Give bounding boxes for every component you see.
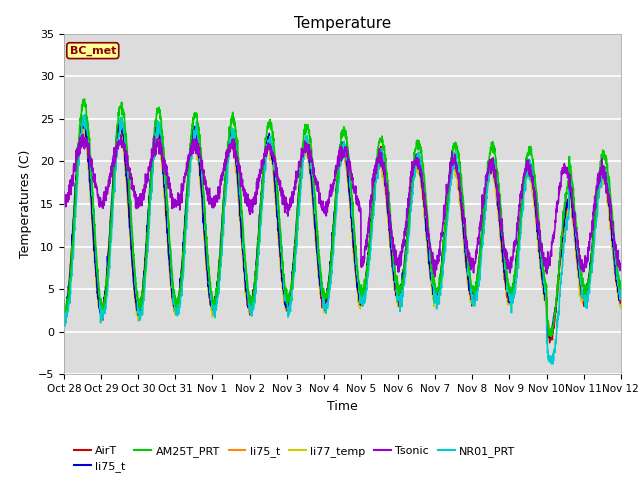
Tsonic xyxy=(371,163,379,168)
li77_temp xyxy=(617,296,625,301)
li75_t xyxy=(568,203,576,209)
li75_t xyxy=(78,119,86,125)
NR01_PRT xyxy=(617,293,625,299)
li75_t xyxy=(547,335,554,341)
X-axis label: Time: Time xyxy=(327,400,358,413)
li77_temp xyxy=(371,180,379,185)
AM25T_PRT xyxy=(359,286,367,291)
Line: NR01_PRT: NR01_PRT xyxy=(64,115,621,364)
AM25T_PRT xyxy=(371,177,379,182)
Legend: AirT, li75_t, AM25T_PRT, li75_t, li77_temp, Tsonic, NR01_PRT: AirT, li75_t, AM25T_PRT, li75_t, li77_te… xyxy=(70,441,520,477)
Tsonic xyxy=(79,132,87,137)
Tsonic xyxy=(584,257,591,263)
li77_temp xyxy=(568,210,576,216)
NR01_PRT xyxy=(584,288,591,294)
li77_temp xyxy=(359,294,367,300)
Tsonic xyxy=(60,190,68,195)
AirT xyxy=(617,296,625,302)
li77_temp xyxy=(584,286,591,291)
Line: AirT: AirT xyxy=(64,118,621,343)
Line: li75_t: li75_t xyxy=(64,116,621,338)
li77_temp xyxy=(545,337,553,343)
li75_t xyxy=(371,176,379,182)
NR01_PRT xyxy=(60,310,68,315)
li75_t xyxy=(617,295,625,300)
AM25T_PRT xyxy=(617,286,625,291)
Tsonic xyxy=(568,196,576,202)
Line: li77_temp: li77_temp xyxy=(64,123,621,340)
Line: Tsonic: Tsonic xyxy=(64,134,621,276)
AM25T_PRT xyxy=(568,178,576,184)
li75_t xyxy=(359,289,367,295)
NR01_PRT xyxy=(359,296,367,302)
Line: li75_t: li75_t xyxy=(64,122,621,341)
li75_t xyxy=(60,311,68,317)
li75_t xyxy=(545,338,553,344)
li77_temp xyxy=(504,295,512,301)
Line: AM25T_PRT: AM25T_PRT xyxy=(64,99,621,336)
li75_t xyxy=(60,310,68,316)
li75_t xyxy=(216,258,223,264)
Tsonic xyxy=(431,274,439,279)
li75_t xyxy=(371,184,379,190)
Tsonic xyxy=(359,263,367,269)
AirT xyxy=(546,340,554,346)
Tsonic xyxy=(216,194,223,200)
AirT xyxy=(568,202,576,207)
li75_t xyxy=(584,292,591,298)
AirT xyxy=(504,299,512,305)
AirT xyxy=(216,264,223,269)
li75_t xyxy=(216,254,223,260)
li75_t xyxy=(504,298,512,304)
AirT xyxy=(371,178,379,183)
Title: Temperature: Temperature xyxy=(294,16,391,31)
AirT xyxy=(60,306,68,312)
AM25T_PRT xyxy=(81,96,88,102)
AM25T_PRT xyxy=(504,282,512,288)
li75_t xyxy=(79,113,87,119)
li75_t xyxy=(568,199,576,204)
NR01_PRT xyxy=(549,361,557,367)
NR01_PRT xyxy=(504,282,512,288)
NR01_PRT xyxy=(568,187,576,193)
Y-axis label: Temperatures (C): Temperatures (C) xyxy=(19,150,33,258)
AirT xyxy=(359,292,367,298)
Tsonic xyxy=(505,264,513,269)
li77_temp xyxy=(216,262,223,267)
li75_t xyxy=(617,295,625,300)
AirT xyxy=(77,115,85,120)
li75_t xyxy=(504,292,512,298)
AM25T_PRT xyxy=(584,283,591,289)
AM25T_PRT xyxy=(216,260,223,266)
li77_temp xyxy=(79,120,86,126)
Text: BC_met: BC_met xyxy=(70,46,116,56)
AM25T_PRT xyxy=(60,297,68,303)
Tsonic xyxy=(617,265,625,271)
NR01_PRT xyxy=(81,112,89,118)
li77_temp xyxy=(60,311,68,317)
AM25T_PRT xyxy=(547,334,555,339)
AirT xyxy=(584,287,591,292)
NR01_PRT xyxy=(216,274,223,280)
li75_t xyxy=(584,283,591,288)
NR01_PRT xyxy=(371,197,379,203)
li75_t xyxy=(359,296,367,301)
